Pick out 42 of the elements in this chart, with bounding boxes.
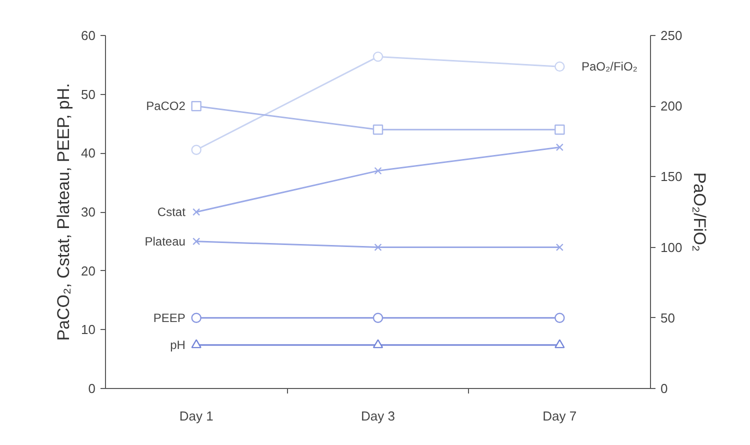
- y2-tick-label: 150: [660, 169, 682, 184]
- series-label: Plateau: [144, 234, 186, 248]
- y-tick-label: 50: [81, 86, 96, 102]
- y-axis-title: PaCO₂, Cstat, Plateau, PEEP, pH.: [54, 83, 74, 341]
- y-tick-label: 60: [81, 28, 96, 43]
- point: [554, 124, 565, 135]
- point: [554, 339, 565, 348]
- point: [192, 208, 200, 216]
- y2-tick-label: 100: [660, 240, 682, 255]
- y2-tick-label: 50: [660, 310, 675, 326]
- x-tick-label: Day 3: [361, 408, 395, 424]
- y-tick-label: 10: [81, 322, 96, 338]
- y-tick-label: 40: [81, 146, 96, 161]
- point: [554, 61, 565, 72]
- y-tick-label: 0: [88, 381, 96, 396]
- point: [554, 312, 565, 323]
- point: [191, 312, 202, 323]
- y2-tick-label: 0: [660, 381, 668, 396]
- point: [556, 244, 564, 252]
- point: [556, 144, 564, 152]
- x-tick-label: Day 1: [179, 408, 214, 424]
- point: [372, 312, 384, 323]
- point: [372, 339, 384, 348]
- point: [191, 144, 202, 155]
- y2-tick-label: 250: [660, 28, 682, 43]
- point: [372, 124, 384, 135]
- point: [372, 52, 384, 62]
- y2-tick-label: 200: [660, 98, 682, 114]
- y-tick-label: 30: [81, 204, 96, 220]
- series-label: pH: [170, 338, 186, 352]
- series-label: PaCO2: [146, 99, 186, 114]
- x-tick-label: Day 7: [542, 408, 577, 424]
- y2-axis-title: PaO₂/FiO₂: [690, 172, 710, 252]
- point: [374, 244, 382, 252]
- point: [191, 339, 202, 348]
- point: [192, 238, 200, 246]
- y-tick-label: 20: [81, 263, 96, 278]
- point: [374, 167, 382, 175]
- series-label: PaO₂/FiO₂: [581, 60, 638, 74]
- series-label: PEEP: [153, 310, 186, 325]
- point: [191, 101, 202, 112]
- series-label: Cstat: [157, 205, 186, 219]
